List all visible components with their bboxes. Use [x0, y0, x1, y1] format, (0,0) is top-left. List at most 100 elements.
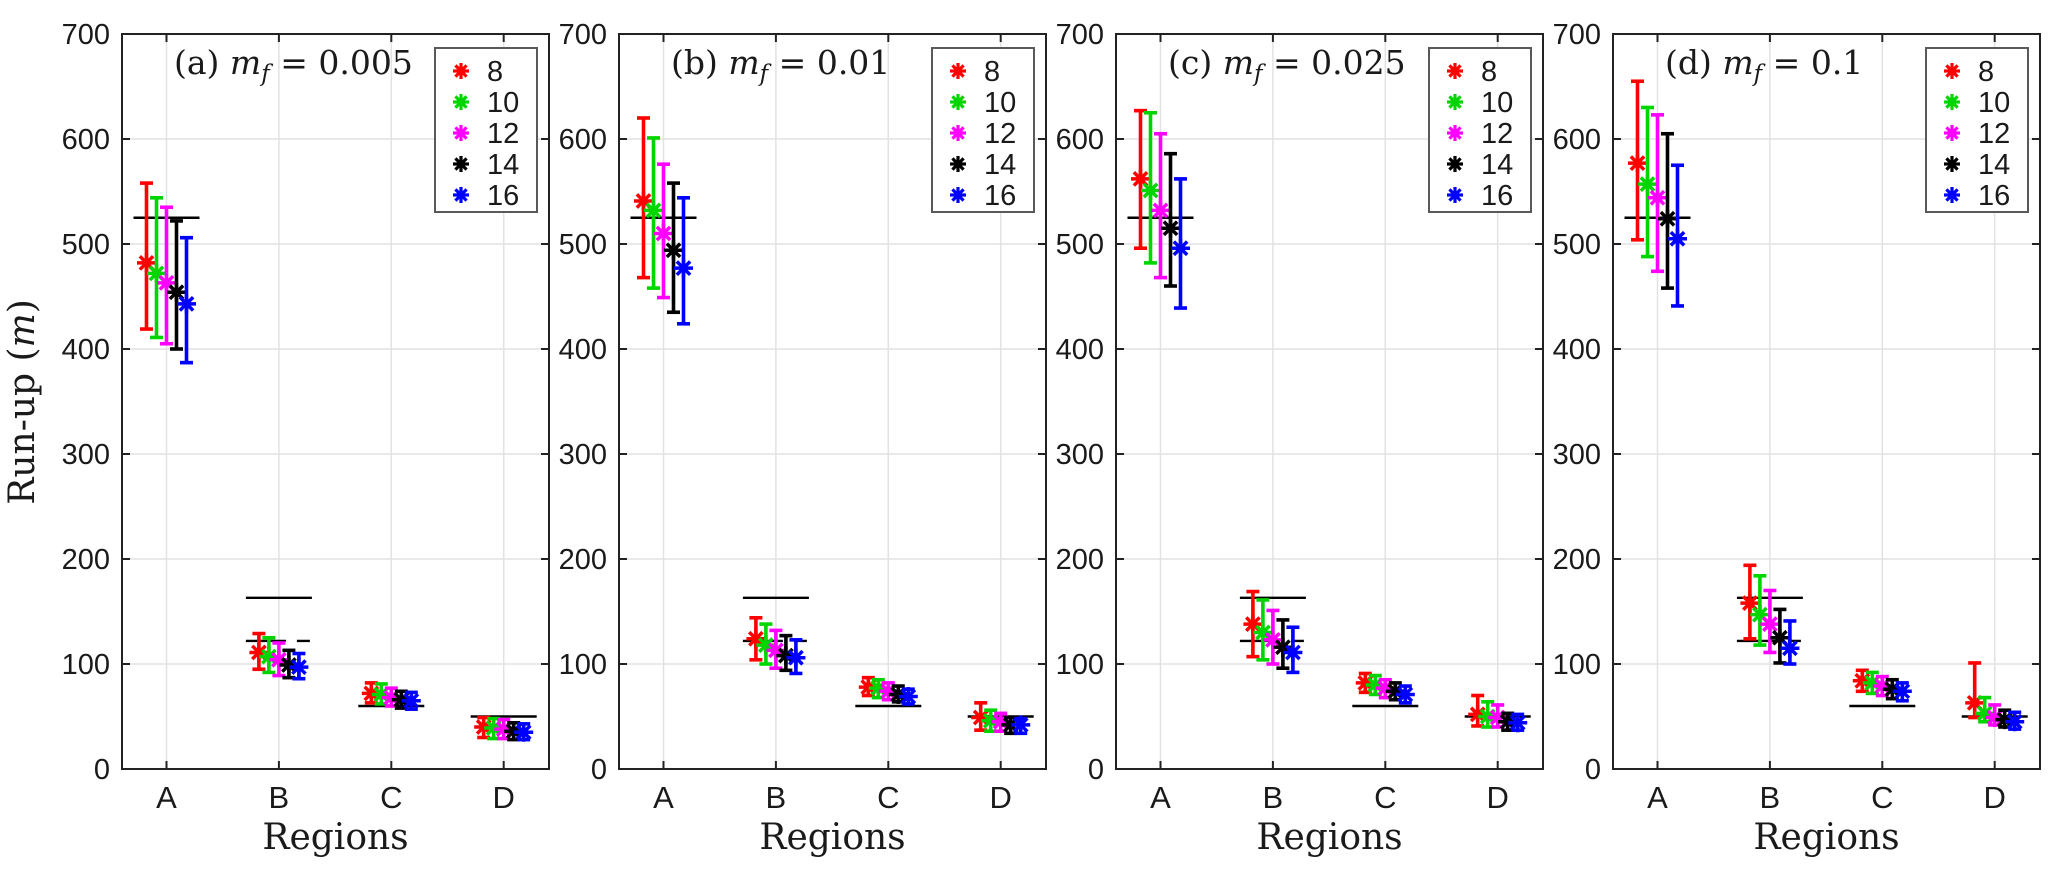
marker-stroke: [1448, 157, 1462, 171]
data-point-asterisk: [1770, 628, 1790, 648]
data-point-asterisk: [1638, 174, 1657, 194]
marker-stroke: [2006, 713, 2023, 730]
legend-label: 10: [984, 87, 1016, 119]
series-12: [1648, 113, 2005, 728]
series-16: [1668, 163, 2025, 732]
y-tick-label: 0: [1088, 754, 1104, 786]
marker-stroke: [1142, 182, 1159, 199]
x-tick-label: D: [1487, 780, 1509, 815]
marker-stroke: [1742, 595, 1758, 611]
legend-label: 12: [984, 118, 1016, 150]
legend-marker-asterisk-icon: [453, 156, 469, 172]
x-tick-label: A: [653, 780, 674, 815]
legend-label: 14: [984, 149, 1016, 181]
marker-stroke: [1448, 64, 1462, 78]
marker-stroke: [1255, 624, 1271, 641]
legend-label: 14: [1481, 149, 1513, 181]
x-tick-label: B: [766, 780, 787, 815]
data-point-asterisk: [644, 200, 663, 220]
legend-label: 14: [487, 149, 519, 181]
data-point-asterisk: [1011, 715, 1031, 735]
marker-stroke: [251, 644, 267, 661]
marker-stroke: [655, 225, 672, 242]
marker-stroke: [403, 692, 420, 709]
marker-stroke: [454, 188, 468, 202]
x-tick-label: B: [1760, 780, 1781, 815]
marker-stroke: [1669, 230, 1686, 247]
y-tick-label: 200: [1056, 544, 1104, 576]
marker-stroke: [1012, 717, 1029, 733]
x-tick-label: C: [1374, 780, 1396, 815]
data-point-asterisk: [1283, 642, 1303, 662]
series-8: [137, 181, 494, 740]
data-point-asterisk: [147, 263, 166, 283]
x-tick-label: B: [1263, 780, 1284, 815]
x-axis-label: Regions: [1753, 817, 1899, 858]
marker-stroke: [1509, 714, 1526, 731]
y-tick-label: 300: [62, 439, 110, 471]
y-tick-label: 400: [1553, 334, 1601, 366]
panel-a: 0 100 200 300 400 500 600 700 A B C D Regions (a) mf …: [62, 19, 550, 858]
data-point-asterisk: [1780, 638, 1800, 658]
y-axis-label: Run-up (m): [2, 299, 43, 505]
marker-stroke: [1162, 220, 1179, 237]
marker-stroke: [645, 202, 662, 219]
marker-stroke: [1265, 631, 1281, 648]
y-tick-label: 100: [559, 649, 607, 681]
marker-stroke: [1945, 188, 1959, 202]
legend-marker-asterisk-icon: [453, 63, 469, 79]
y-tick-label: 100: [1056, 649, 1104, 681]
marker-stroke: [1945, 64, 1959, 78]
data-point-asterisk: [674, 258, 693, 278]
marker-stroke: [1945, 126, 1959, 140]
legend-marker-asterisk-icon: [1944, 187, 1960, 203]
legend-marker-asterisk-icon: [1944, 63, 1960, 79]
panel-title: (a) mf = 0.005: [174, 43, 413, 87]
y-tick-label: 300: [559, 439, 607, 471]
series-16: [1171, 177, 1528, 733]
panel-b: 0 100 200 300 400 500 600 700 A B C D Regions (b) mf …: [559, 19, 1047, 858]
y-tick-label: 400: [62, 334, 110, 366]
legend-marker-asterisk-icon: [1447, 187, 1463, 203]
legend-marker-asterisk-icon: [1447, 125, 1463, 141]
legend-label: 8: [1481, 56, 1497, 88]
data-point-asterisk: [177, 294, 196, 314]
legend-label: 14: [1978, 149, 2010, 181]
marker-stroke: [1976, 705, 1993, 722]
marker-stroke: [1629, 155, 1646, 172]
legend-label: 10: [487, 87, 519, 119]
y-tick-label: 0: [94, 754, 110, 786]
legend-marker-asterisk-icon: [1944, 156, 1960, 172]
y-tick-label: 0: [1585, 754, 1601, 786]
marker-stroke: [1275, 639, 1291, 656]
legend-marker-asterisk-icon: [453, 125, 469, 141]
data-point-asterisk: [786, 648, 806, 668]
marker-stroke: [1894, 683, 1911, 700]
marker-stroke: [1172, 240, 1189, 257]
data-point-asterisk: [289, 657, 309, 677]
marker-stroke: [291, 659, 307, 676]
x-tick-label: A: [1647, 780, 1668, 815]
data-point-asterisk: [1648, 188, 1667, 208]
marker-stroke: [951, 126, 965, 140]
y-tick-label: 600: [559, 124, 607, 156]
legend-label: 16: [1978, 180, 2010, 212]
y-tick-label: 700: [62, 19, 110, 51]
marker-stroke: [454, 95, 468, 109]
legend-marker-asterisk-icon: [950, 125, 966, 141]
marker-stroke: [1772, 629, 1788, 646]
data-point-asterisk: [1263, 630, 1283, 650]
y-tick-label: 500: [62, 229, 110, 261]
y-tick-label: 0: [591, 754, 607, 786]
series-12: [157, 205, 514, 741]
marker-stroke: [1397, 686, 1414, 703]
legend-box: [434, 47, 538, 213]
legend-label: 10: [1978, 87, 2010, 119]
y-tick-label: 700: [1056, 19, 1104, 51]
data-point-asterisk: [1161, 218, 1180, 238]
y-tick-label: 300: [1553, 439, 1601, 471]
marker-stroke: [1639, 176, 1656, 193]
y-tick-label: 200: [62, 544, 110, 576]
